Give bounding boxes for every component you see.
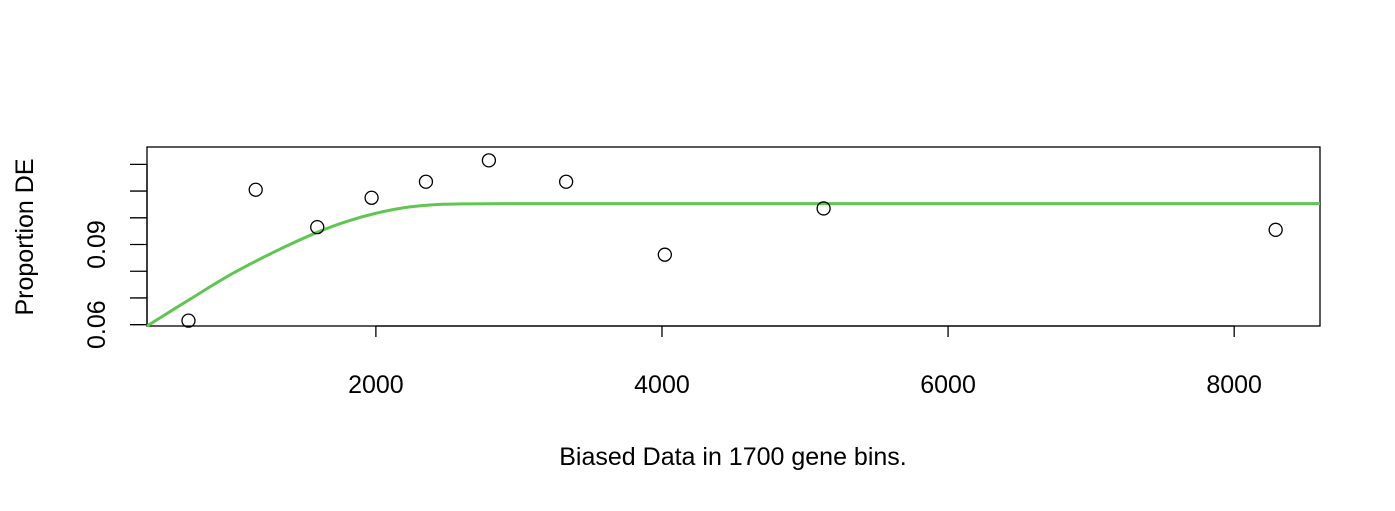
data-point xyxy=(481,153,497,168)
x-axis-title: Biased Data in 1700 gene bins. xyxy=(559,443,906,471)
x-tick-label: 8000 xyxy=(1206,371,1262,399)
data-point xyxy=(310,219,325,235)
data-points xyxy=(181,153,1283,328)
data-point xyxy=(248,182,263,197)
y-axis: 0.06 0.09 xyxy=(83,163,148,349)
y-tick-label: 0.06 xyxy=(83,300,111,349)
x-tick-label: 2000 xyxy=(348,371,404,399)
data-point xyxy=(657,247,672,262)
data-point xyxy=(816,201,831,216)
data-point xyxy=(181,313,196,328)
x-axis: 2000 4000 6000 8000 xyxy=(348,325,1262,399)
x-tick-label: 6000 xyxy=(920,371,976,399)
data-point xyxy=(364,190,379,205)
data-point xyxy=(1268,222,1283,237)
data-point xyxy=(418,174,434,189)
y-tick-label: 0.09 xyxy=(83,220,111,269)
fit-curve xyxy=(146,202,1320,328)
data-point xyxy=(558,174,574,189)
plot-box xyxy=(146,146,1321,327)
x-tick-label: 4000 xyxy=(634,371,690,399)
y-axis-title: Proportion DE xyxy=(11,158,39,315)
